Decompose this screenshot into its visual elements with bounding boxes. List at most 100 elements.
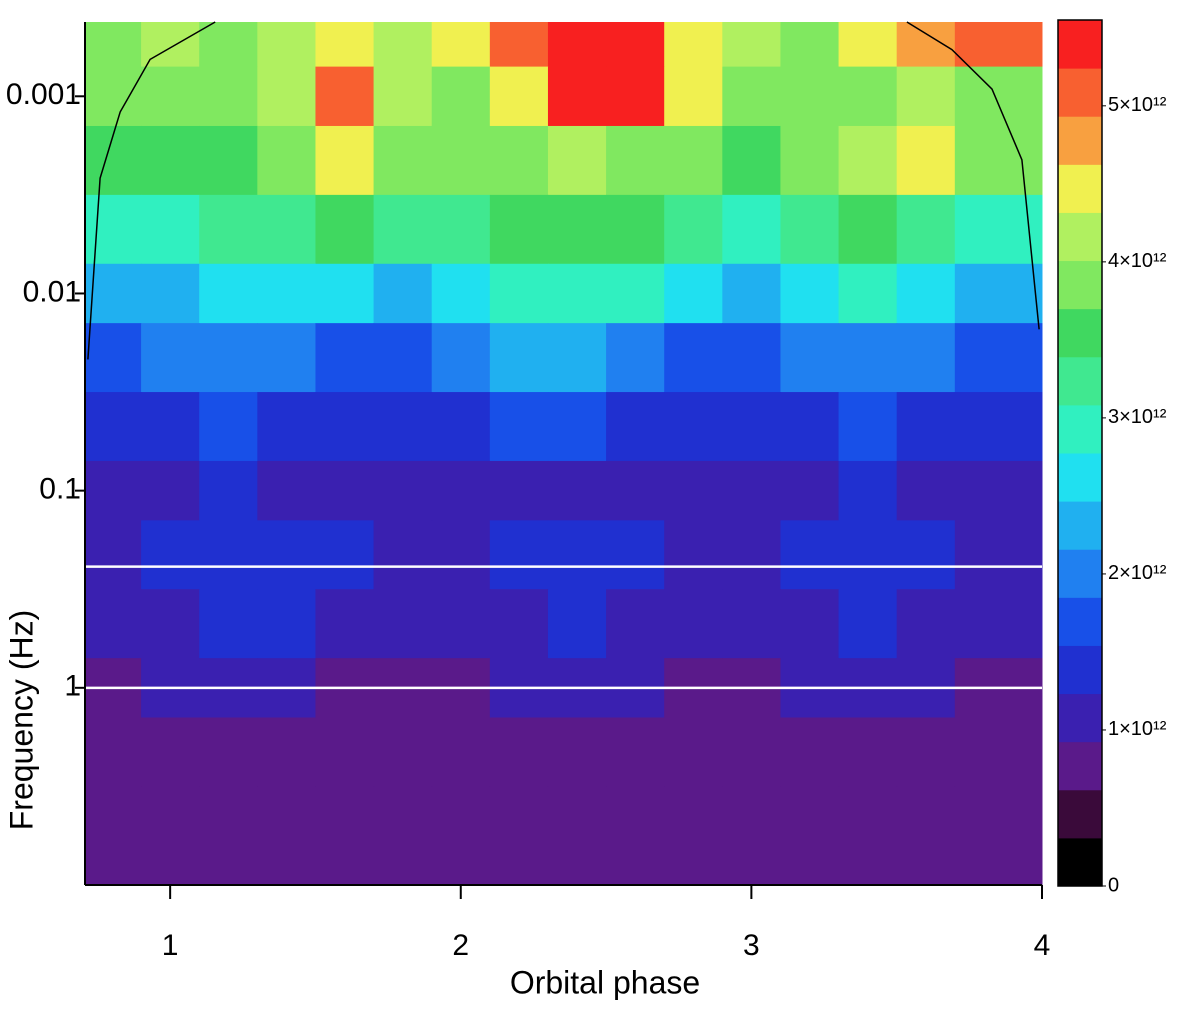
heatmap-cell (257, 194, 316, 265)
heatmap-cell (199, 589, 258, 659)
heatmap-cell (780, 194, 840, 265)
colorbar-swatch (1058, 789, 1102, 839)
heatmap-cell (431, 263, 491, 324)
heatmap-cell (954, 520, 1043, 590)
heatmap-cell (896, 263, 956, 324)
heatmap-cell (664, 717, 723, 787)
heatmap-cell (315, 786, 375, 886)
heatmap-cell (315, 22, 375, 68)
heatmap-cell (141, 460, 200, 521)
heatmap-cell (606, 194, 665, 265)
heatmap-cell (141, 323, 200, 393)
heatmap-cell (373, 520, 433, 590)
heatmap-cell (838, 589, 898, 659)
heatmap-cell (954, 786, 1043, 886)
heatmap-cell (606, 717, 665, 787)
heatmap-cell (664, 786, 723, 886)
heatmap-cell (315, 66, 375, 127)
x-tick-label: 2 (452, 929, 469, 962)
heatmap-cell (722, 66, 781, 127)
y-tick-label: 1 (64, 670, 81, 703)
heatmap-cell (489, 125, 549, 196)
heatmap-cell (896, 786, 956, 886)
heatmap-cell (257, 66, 316, 127)
heatmap-cell (315, 589, 375, 659)
heatmap-cell (85, 66, 142, 127)
colorbar-frame (1057, 19, 1103, 887)
heatmap-cell (315, 520, 375, 590)
heatmap-cell (954, 22, 1043, 68)
heatmap-cell (838, 786, 898, 886)
heatmap-cell (896, 125, 956, 196)
x-tick-label: 1 (162, 929, 179, 962)
heatmap-cell (954, 194, 1043, 265)
x-tick-label: 3 (743, 929, 760, 962)
heatmap-cell (431, 66, 491, 127)
heatmap-cell (664, 66, 723, 127)
heatmap-cell (780, 786, 840, 886)
heatmap-cell (315, 460, 375, 521)
heatmap-cell (489, 786, 549, 886)
heatmap-cell (838, 263, 898, 324)
heatmap-cell (85, 460, 142, 521)
heatmap-cell (373, 263, 433, 324)
heatmap-cell (896, 323, 956, 393)
colorbar-swatch (1058, 308, 1102, 358)
heatmap-cell (606, 66, 665, 127)
colorbar-swatch (1058, 501, 1102, 550)
heatmap-cell (257, 125, 316, 196)
heatmap-cell (199, 263, 258, 324)
heatmap-cell (838, 194, 898, 265)
heatmap-cell (896, 66, 956, 127)
colorbar-swatch (1058, 20, 1102, 69)
heatmap-cell (780, 460, 840, 521)
heatmap-cell (838, 323, 898, 393)
colorbar-swatch (1058, 356, 1102, 406)
heatmap-cell (954, 589, 1043, 659)
colorbar-tick-label: 2×10¹² (1108, 562, 1167, 584)
heatmap-cell (489, 66, 549, 127)
heatmap-cell (489, 263, 549, 324)
heatmap-cell (431, 392, 491, 462)
colorbar-tick-label: 5×10¹² (1108, 94, 1167, 116)
heatmap-cell (85, 323, 142, 393)
heatmap-cell (722, 263, 781, 324)
heatmap-cell (431, 194, 491, 265)
heatmap-cell (954, 125, 1043, 196)
heatmap-cell (315, 717, 375, 787)
heatmap-cell (373, 460, 433, 521)
heatmap-cell (373, 323, 433, 393)
heatmap-cell (489, 323, 549, 393)
heatmap-cell (780, 66, 840, 127)
heatmap-cell (838, 460, 898, 521)
heatmap-cell (722, 392, 781, 462)
colorbar-swatch (1058, 164, 1102, 213)
heatmap-cell (722, 520, 781, 590)
colorbar-swatch (1058, 837, 1102, 887)
heatmap-cell (373, 22, 433, 68)
heatmap-cell (85, 717, 142, 787)
heatmap-cell (838, 392, 898, 462)
cone-of-influence (87, 21, 1040, 360)
heatmap-cell (547, 520, 607, 590)
heatmap-cell (547, 589, 607, 659)
heatmap-cell (431, 717, 491, 787)
heatmap-cell (547, 194, 607, 265)
heatmap-cell (896, 520, 956, 590)
heatmap-cell (547, 125, 607, 196)
heatmap-cell (780, 323, 840, 393)
heatmap-cell (838, 717, 898, 787)
colorbar-tick-label: 0 (1108, 874, 1119, 896)
heatmap-cell (780, 520, 840, 590)
heatmap-cell (85, 786, 142, 886)
heatmap-cell (722, 194, 781, 265)
heatmap-cell (722, 125, 781, 196)
heatmap-cell (547, 22, 607, 68)
heatmap-cell (85, 22, 142, 68)
heatmap-cell (606, 323, 665, 393)
heatmap-cell (954, 323, 1043, 393)
heatmap-cell (780, 717, 840, 787)
heatmap-cell (431, 520, 491, 590)
heatmap-cell (141, 717, 200, 787)
